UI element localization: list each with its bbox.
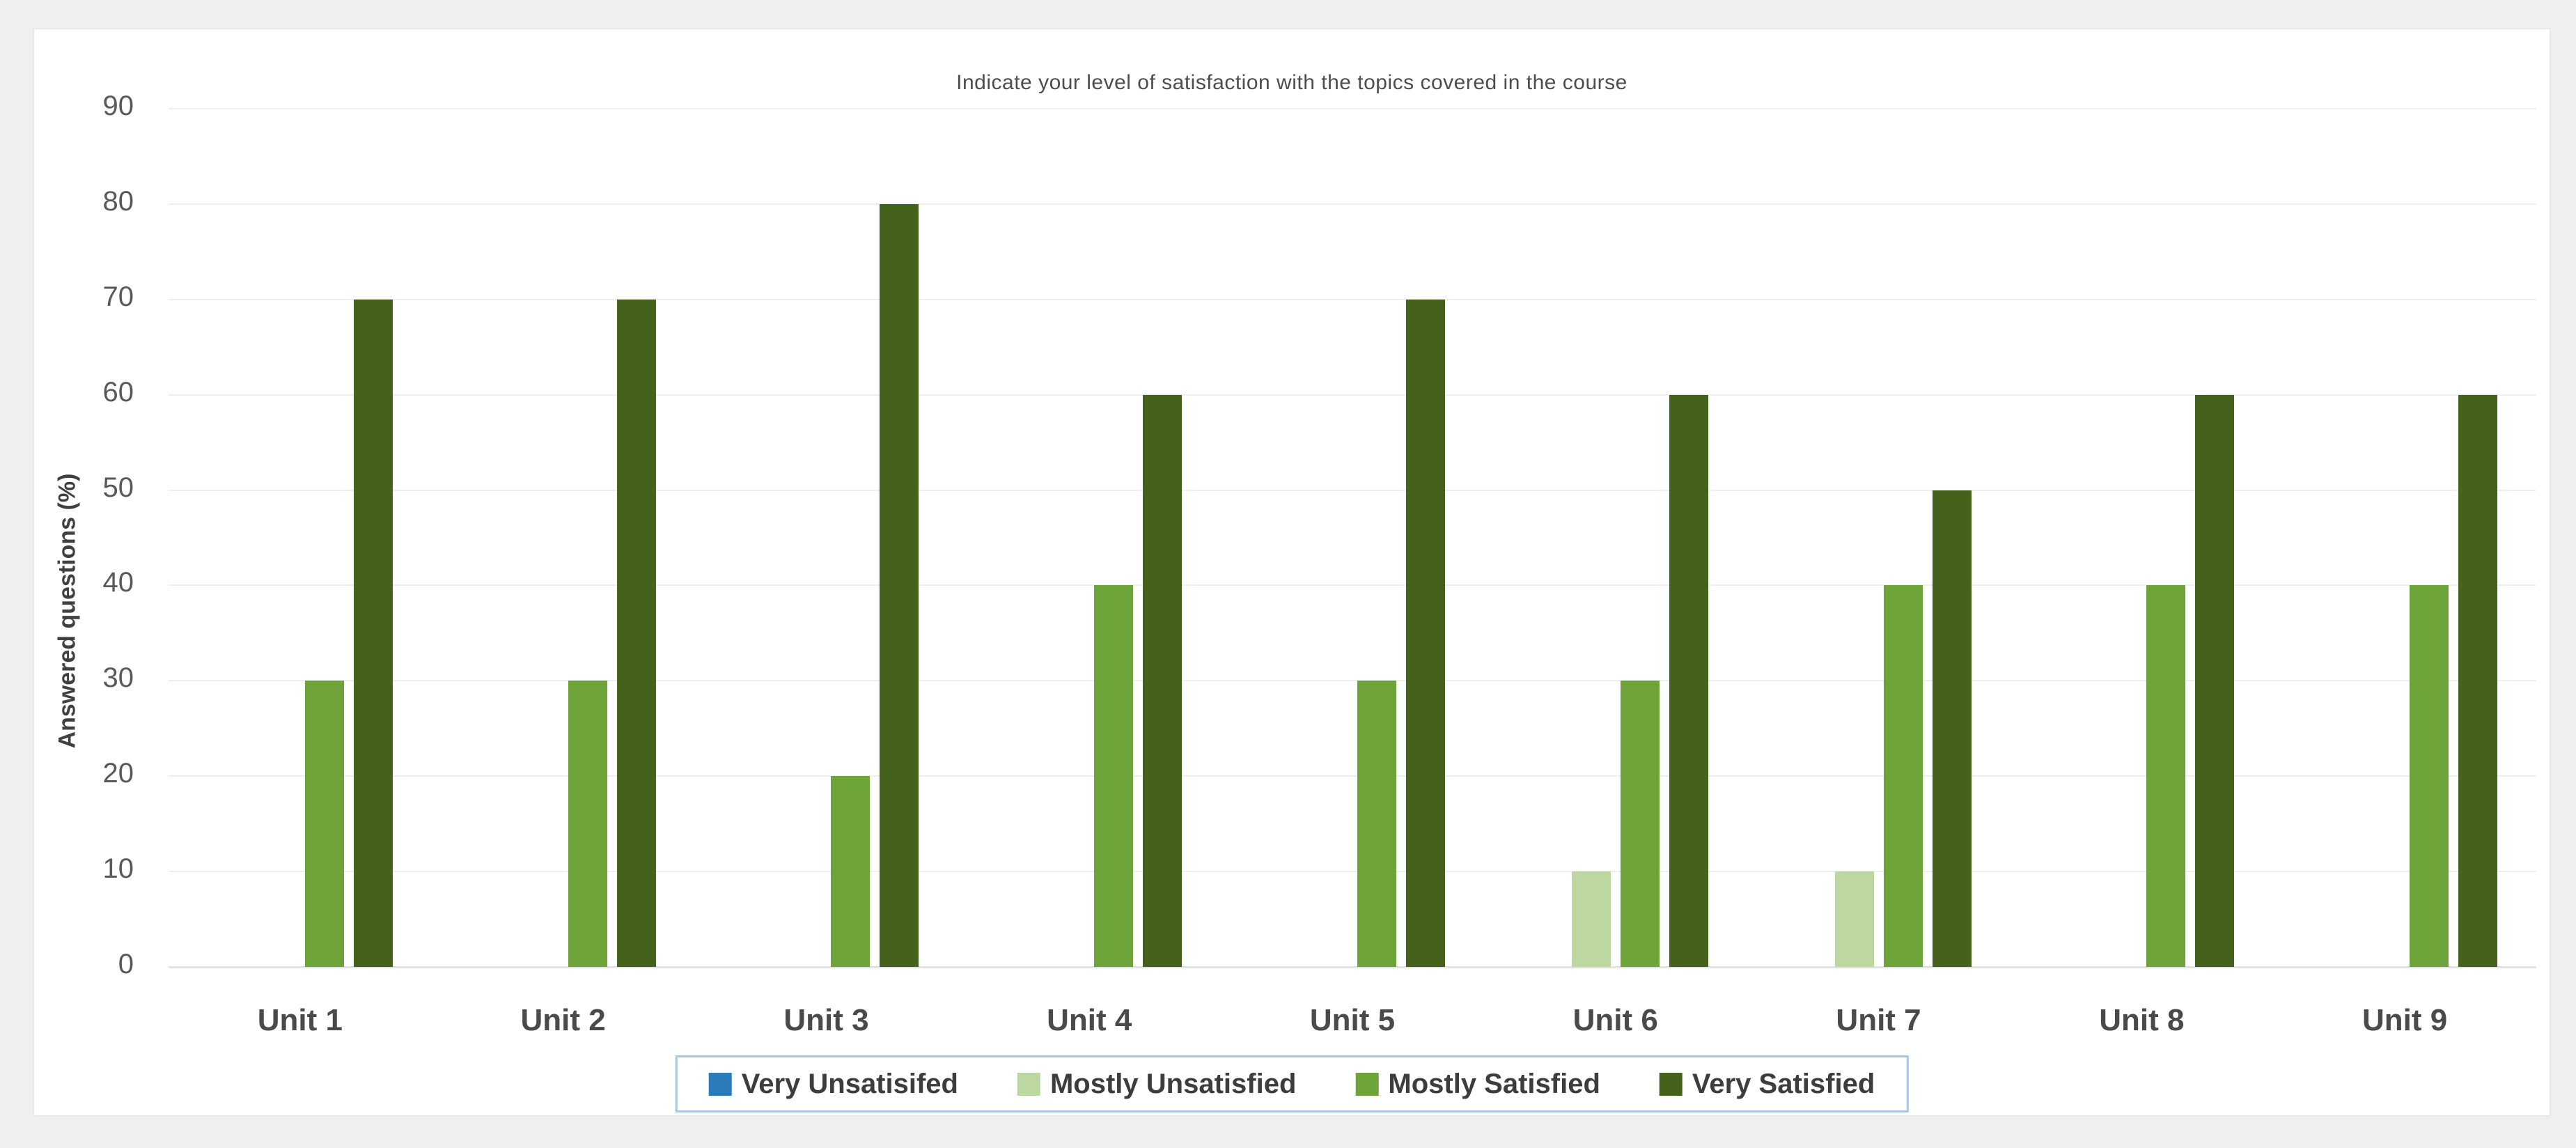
- bar-very-satisfied-unit-1: [353, 299, 393, 967]
- y-axis-tick-label: 90: [102, 91, 134, 121]
- x-axis-category-label: Unit 1: [257, 1003, 343, 1037]
- y-axis-tick-label: 30: [102, 662, 134, 694]
- bar-mostly-satisfied-unit-5: [1357, 681, 1396, 967]
- bar-very-satisfied-unit-3: [880, 203, 919, 967]
- x-axis-category-label: Unit 6: [1572, 1003, 1658, 1037]
- legend-item-mostly-satisfied: Mostly Satisfied: [1355, 1069, 1600, 1100]
- bar-mostly-satisfied-unit-1: [304, 681, 344, 967]
- x-axis-category-label: Unit 9: [2362, 1003, 2448, 1037]
- legend-label: Very Satisfied: [1692, 1068, 1875, 1099]
- bar-very-satisfied-unit-5: [1406, 299, 1445, 967]
- legend-item-very-unsatisifed: Very Unsatisifed: [708, 1068, 958, 1100]
- gridline: [169, 108, 2536, 109]
- y-axis-tick-label: 20: [102, 758, 134, 789]
- bar-very-satisfied-unit-9: [2458, 394, 2498, 967]
- y-axis-tick-label: 10: [102, 853, 134, 885]
- bar-mostly-unsatisfied-unit-7: [1834, 871, 1874, 967]
- legend-item-very-satisfied: Very Satisfied: [1659, 1068, 1875, 1100]
- bar-mostly-satisfied-unit-8: [2146, 585, 2186, 967]
- plot-area: [169, 108, 2536, 968]
- bar-very-satisfied-unit-2: [616, 299, 656, 967]
- gridline: [169, 680, 2536, 682]
- y-axis-tick-label: 60: [102, 376, 134, 408]
- bar-very-satisfied-unit-7: [1932, 490, 1972, 967]
- gridline: [169, 584, 2536, 587]
- chart-legend: Very Unsatisifed Mostly Unsatisfied Mostly…: [675, 1055, 1909, 1112]
- y-axis-tick-label: 70: [102, 281, 134, 312]
- x-axis-category-label: Unit 7: [1836, 1003, 1921, 1037]
- x-axis-category-label: Unit 4: [1047, 1003, 1132, 1037]
- bar-very-satisfied-unit-8: [2195, 394, 2235, 967]
- legend-color-swatch-icon: [1659, 1072, 1683, 1096]
- chart-card: Indicate your level of satisfaction with…: [33, 28, 2551, 1117]
- legend-color-swatch-icon: [1355, 1072, 1379, 1096]
- y-axis-title: Answered questions (%): [54, 473, 81, 749]
- gridline: [169, 489, 2536, 491]
- bar-mostly-satisfied-unit-4: [1094, 585, 1134, 967]
- bar-mostly-satisfied-unit-9: [2410, 585, 2449, 967]
- gridline: [169, 871, 2536, 873]
- chart-title: Indicate your level of satisfaction with…: [956, 71, 1627, 94]
- bar-very-satisfied-unit-6: [1669, 394, 1708, 967]
- bar-very-satisfied-unit-4: [1143, 394, 1182, 967]
- bar-mostly-satisfied-unit-3: [831, 776, 871, 967]
- gridline: [169, 203, 2536, 205]
- y-axis-tick-label: 0: [118, 949, 134, 979]
- x-axis-category-label: Unit 2: [520, 1003, 606, 1037]
- legend-item-mostly-unsatisfied: Mostly Unsatisfied: [1017, 1069, 1296, 1100]
- gridline: [169, 775, 2536, 777]
- legend-label: Mostly Unsatisfied: [1049, 1068, 1297, 1099]
- bar-mostly-unsatisfied-unit-6: [1571, 871, 1611, 967]
- gridline: [169, 298, 2536, 300]
- bar-mostly-satisfied-unit-7: [1883, 585, 1923, 967]
- legend-color-swatch-icon: [708, 1072, 732, 1096]
- y-axis-tick-label: 50: [102, 472, 134, 503]
- legend-color-swatch-icon: [1017, 1072, 1040, 1096]
- bar-mostly-satisfied-unit-2: [568, 681, 607, 967]
- y-axis-tick-label: 80: [102, 185, 134, 217]
- legend-label: Mostly Satisfied: [1388, 1068, 1600, 1099]
- y-axis-tick-label: 40: [102, 567, 134, 598]
- x-axis-category-label: Unit 5: [1309, 1003, 1396, 1037]
- x-axis-category-label: Unit 3: [783, 1003, 869, 1037]
- x-axis-category-label: Unit 8: [2099, 1003, 2185, 1037]
- gridline: [169, 394, 2536, 396]
- bar-mostly-satisfied-unit-6: [1620, 681, 1660, 967]
- legend-label: Very Unsatisifed: [741, 1068, 958, 1099]
- x-axis-line: [169, 966, 2536, 968]
